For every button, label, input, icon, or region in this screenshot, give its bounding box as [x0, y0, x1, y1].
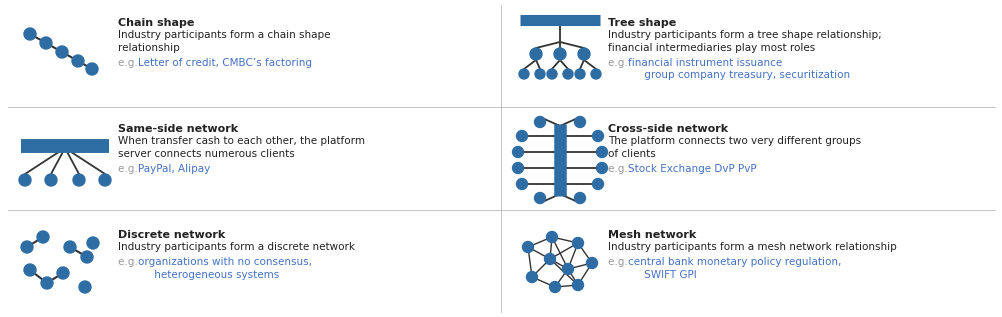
- Circle shape: [86, 63, 98, 75]
- Circle shape: [578, 48, 590, 60]
- Circle shape: [592, 131, 603, 141]
- Circle shape: [21, 241, 33, 253]
- Circle shape: [544, 254, 555, 264]
- Circle shape: [81, 251, 93, 263]
- Text: Industry participants form a discrete network: Industry participants form a discrete ne…: [118, 243, 355, 253]
- Text: Mesh network: Mesh network: [608, 230, 696, 240]
- Circle shape: [554, 48, 566, 60]
- Circle shape: [574, 117, 585, 127]
- Circle shape: [546, 231, 557, 243]
- Text: Discrete network: Discrete network: [118, 230, 225, 240]
- Circle shape: [512, 146, 523, 158]
- Text: group company treasury, securitization: group company treasury, securitization: [628, 70, 850, 80]
- Circle shape: [45, 174, 57, 186]
- Circle shape: [522, 242, 533, 253]
- Text: SWIFT GPI: SWIFT GPI: [628, 269, 696, 280]
- Circle shape: [572, 237, 583, 249]
- Circle shape: [512, 163, 523, 173]
- Text: server connects numerous clients: server connects numerous clients: [118, 149, 295, 159]
- Text: When transfer cash to each other, the platform: When transfer cash to each other, the pl…: [118, 137, 365, 146]
- Text: Tree shape: Tree shape: [608, 18, 676, 28]
- Text: e.g.: e.g.: [608, 57, 631, 68]
- Text: e.g.: e.g.: [608, 257, 631, 267]
- Text: e.g.: e.g.: [118, 57, 141, 68]
- Circle shape: [572, 280, 583, 290]
- Text: of clients: of clients: [608, 149, 655, 159]
- Circle shape: [563, 69, 573, 79]
- Text: Industry participants form a chain shape: Industry participants form a chain shape: [118, 30, 331, 41]
- Text: e.g.: e.g.: [608, 164, 631, 173]
- Text: Industry participants form a tree shape relationship;: Industry participants form a tree shape …: [608, 30, 882, 41]
- Circle shape: [57, 267, 69, 279]
- Circle shape: [516, 178, 527, 190]
- Circle shape: [37, 231, 49, 243]
- Circle shape: [586, 257, 597, 268]
- Circle shape: [591, 69, 601, 79]
- Circle shape: [73, 174, 85, 186]
- Circle shape: [41, 277, 53, 289]
- Circle shape: [547, 69, 557, 79]
- Circle shape: [24, 264, 36, 276]
- Circle shape: [530, 48, 542, 60]
- Circle shape: [596, 163, 607, 173]
- Circle shape: [40, 37, 52, 49]
- Text: Letter of credit, CMBC’s factoring: Letter of credit, CMBC’s factoring: [138, 57, 312, 68]
- Text: Cross-side network: Cross-side network: [608, 124, 728, 134]
- Circle shape: [516, 131, 527, 141]
- Circle shape: [574, 192, 585, 204]
- Text: central bank monetary policy regulation,: central bank monetary policy regulation,: [628, 257, 842, 267]
- Circle shape: [24, 28, 36, 40]
- Circle shape: [526, 271, 537, 282]
- Circle shape: [592, 178, 603, 190]
- Circle shape: [575, 69, 585, 79]
- Circle shape: [562, 263, 573, 275]
- Text: PayPal, Alipay: PayPal, Alipay: [138, 164, 210, 173]
- Text: financial intermediaries play most roles: financial intermediaries play most roles: [608, 43, 816, 53]
- Text: heterogeneous systems: heterogeneous systems: [138, 269, 280, 280]
- Text: financial instrument issuance: financial instrument issuance: [628, 57, 783, 68]
- Text: Chain shape: Chain shape: [118, 18, 194, 28]
- Circle shape: [534, 192, 545, 204]
- Text: Industry participants form a mesh network relationship: Industry participants form a mesh networ…: [608, 243, 897, 253]
- Text: organizations with no consensus,: organizations with no consensus,: [138, 257, 312, 267]
- Circle shape: [56, 46, 68, 58]
- Circle shape: [64, 241, 76, 253]
- Text: e.g.: e.g.: [118, 257, 141, 267]
- Text: The platform connects two very different groups: The platform connects two very different…: [608, 137, 861, 146]
- Circle shape: [99, 174, 111, 186]
- Circle shape: [79, 281, 91, 293]
- Circle shape: [549, 281, 560, 293]
- Circle shape: [519, 69, 529, 79]
- Circle shape: [596, 146, 607, 158]
- Text: Same-side network: Same-side network: [118, 124, 238, 134]
- Circle shape: [19, 174, 31, 186]
- Text: e.g.: e.g.: [118, 164, 141, 173]
- Circle shape: [535, 69, 545, 79]
- Circle shape: [87, 237, 99, 249]
- Circle shape: [534, 117, 545, 127]
- Circle shape: [72, 55, 84, 67]
- Text: Stock Exchange DvP PvP: Stock Exchange DvP PvP: [628, 164, 757, 173]
- Text: relationship: relationship: [118, 43, 179, 53]
